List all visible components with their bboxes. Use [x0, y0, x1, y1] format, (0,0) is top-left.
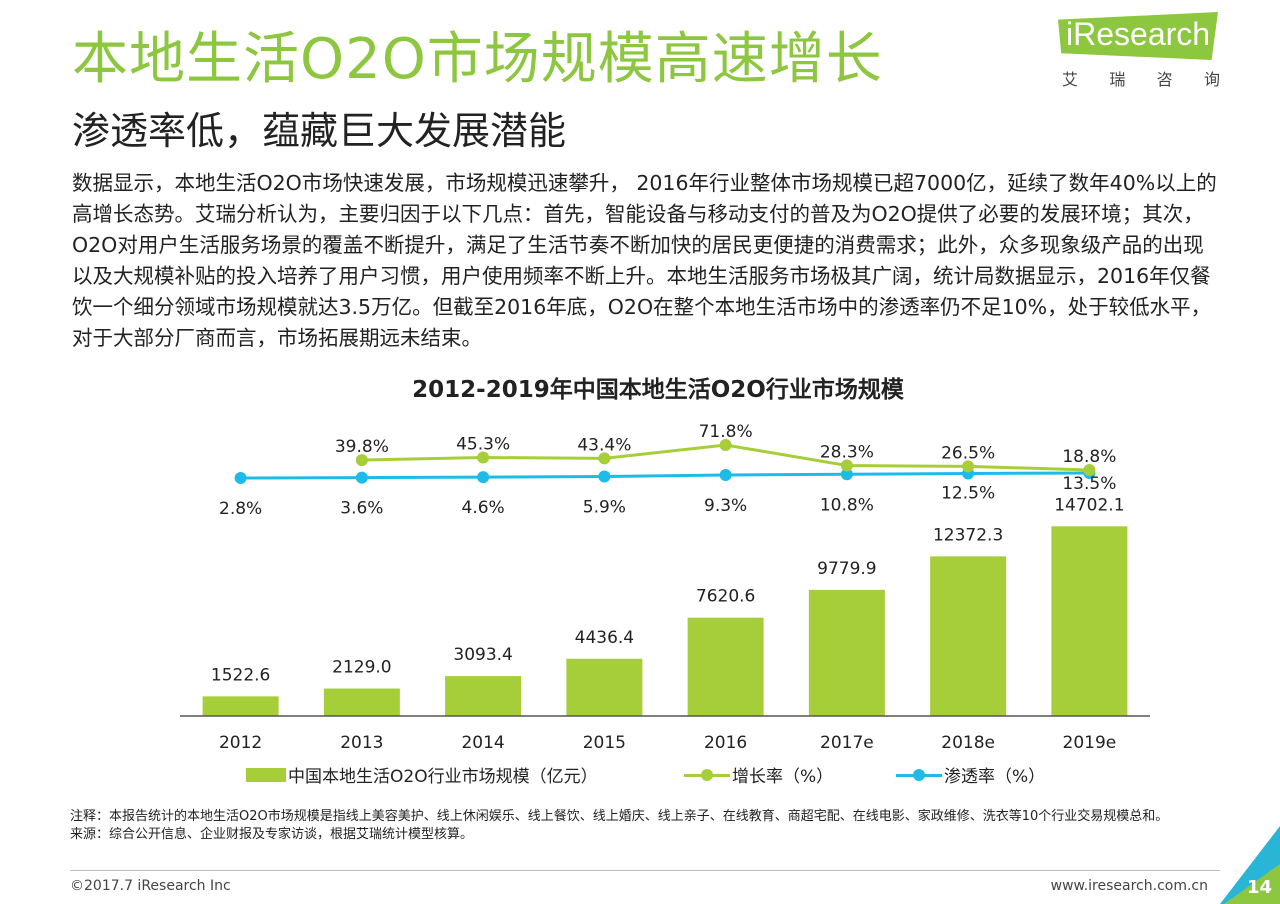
- x-tick-label: 2016: [704, 733, 747, 753]
- iresearch-logo: iResearch 艾 瑞 咨 询: [1058, 10, 1220, 90]
- page-title: 本地生活O2O市场规模高速增长: [72, 27, 883, 92]
- legend-item-penetration-rate: 渗透率（%）: [896, 762, 1045, 787]
- penetration-point: [477, 471, 490, 484]
- chart-title: 2012-2019年中国本地生活O2O行业市场规模: [412, 377, 904, 403]
- penetration-label: 12.5%: [941, 483, 995, 503]
- bar-value-label: 7620.6: [696, 587, 755, 607]
- footer-divider: [70, 870, 1220, 871]
- growth-rate-point: [840, 459, 853, 472]
- logo-char: 瑞: [1109, 70, 1126, 89]
- bar-value-label: 3093.4: [453, 645, 512, 665]
- legend-item-market-size: 中国本地生活O2O行业市场规模（亿元）: [246, 762, 598, 787]
- chart-bar: [930, 556, 1007, 716]
- growth-rate-point: [598, 452, 611, 465]
- growth-rate-point: [1083, 464, 1096, 476]
- penetration-point: [234, 472, 247, 484]
- body-paragraph: 数据显示，本地生活O2O市场快速发展，市场规模迅速攀升， 2016年行业整体市场…: [72, 171, 1217, 350]
- footnote: 注释：本报告统计的本地生活O2O市场规模是指线上美容美护、线上休闲娱乐、线上餐饮…: [70, 808, 1220, 844]
- x-tick-label: 2019e: [1063, 733, 1117, 753]
- legend-line-swatch: [684, 768, 730, 782]
- bar-value-label: 4436.4: [575, 628, 634, 648]
- growth-rate-point: [962, 460, 975, 473]
- penetration-label: 2.8%: [219, 499, 262, 519]
- x-tick-label: 2017e: [820, 733, 874, 753]
- page-subtitle: 渗透率低，蕴藏巨大发展潜能: [72, 109, 567, 153]
- chart-bar: [808, 589, 885, 716]
- penetration-point: [719, 468, 732, 481]
- bar-value-label: 2129.0: [332, 658, 391, 678]
- source-text: 来源：综合公开信息、企业财报及专家访谈，根据艾瑞统计模型核算。: [70, 827, 474, 842]
- legend-bar-swatch: [246, 767, 286, 782]
- growth-rate-label: 43.4%: [577, 435, 631, 455]
- legend-item-growth-rate: 增长率（%）: [684, 762, 833, 787]
- logo-text: iResearch: [1066, 16, 1211, 52]
- bar-value-label: 14702.1: [1054, 495, 1124, 515]
- growth-rate-label: 28.3%: [820, 443, 874, 463]
- growth-rate-label: 39.8%: [335, 437, 389, 457]
- chart-legend: 中国本地生活O2O行业市场规模（亿元） 增长率（%） 渗透率（%）: [0, 762, 1280, 787]
- penetration-label: 10.8%: [820, 495, 874, 515]
- chart-bar: [687, 617, 764, 716]
- penetration-label: 9.3%: [704, 496, 747, 516]
- copyright: ©2017.7 iResearch Inc: [70, 878, 231, 894]
- penetration-label: 13.5%: [1062, 474, 1116, 494]
- note-text: 注释：本报告统计的本地生活O2O市场规模是指线上美容美护、线上休闲娱乐、线上餐饮…: [70, 809, 1169, 824]
- growth-rate-label: 18.8%: [1062, 447, 1116, 467]
- growth-rate-point: [477, 451, 490, 464]
- page-number: 14: [1246, 877, 1272, 898]
- chart-bar: [566, 658, 643, 716]
- x-tick-label: 2014: [461, 733, 504, 753]
- growth-rate-label: 71.8%: [699, 422, 753, 442]
- chart-bar: [445, 676, 522, 716]
- logo-tag-shape: [1058, 12, 1218, 60]
- x-tick-label: 2015: [583, 733, 626, 753]
- legend-label: 渗透率（%）: [944, 767, 1046, 787]
- penetration-label: 3.6%: [340, 499, 383, 519]
- penetration-label: 4.6%: [462, 498, 505, 518]
- growth-rate-point: [719, 439, 732, 451]
- x-tick-label: 2018e: [941, 733, 995, 753]
- penetration-point: [355, 471, 368, 484]
- logo-char: 询: [1203, 70, 1220, 89]
- website-url: www.iresearch.com.cn: [1050, 878, 1208, 894]
- penetration-label: 5.9%: [583, 498, 626, 518]
- x-tick-label: 2013: [340, 733, 383, 753]
- chart-bar: [202, 696, 279, 716]
- chart-bar: [323, 688, 400, 716]
- logo-char: 艾: [1062, 70, 1079, 89]
- legend-label: 中国本地生活O2O行业市场规模（亿元）: [288, 767, 598, 787]
- penetration-point: [598, 470, 611, 483]
- growth-rate-label: 26.5%: [941, 443, 995, 463]
- x-tick-label: 2012: [219, 733, 262, 753]
- legend-label: 增长率（%）: [732, 767, 834, 787]
- growth-rate-point: [355, 454, 368, 467]
- penetration-point: [840, 468, 853, 481]
- bar-value-label: 12372.3: [933, 525, 1003, 545]
- growth-rate-label: 45.3%: [456, 435, 510, 455]
- penetration-line: [240, 471, 1090, 480]
- logo-subtitle: 艾 瑞 咨 询: [1062, 66, 1220, 90]
- bar-value-label: 1522.6: [211, 665, 270, 685]
- logo-char: 咨: [1156, 70, 1173, 89]
- chart-bar: [1051, 526, 1128, 716]
- bar-value-label: 9779.9: [817, 559, 876, 579]
- legend-line-swatch: [896, 768, 942, 782]
